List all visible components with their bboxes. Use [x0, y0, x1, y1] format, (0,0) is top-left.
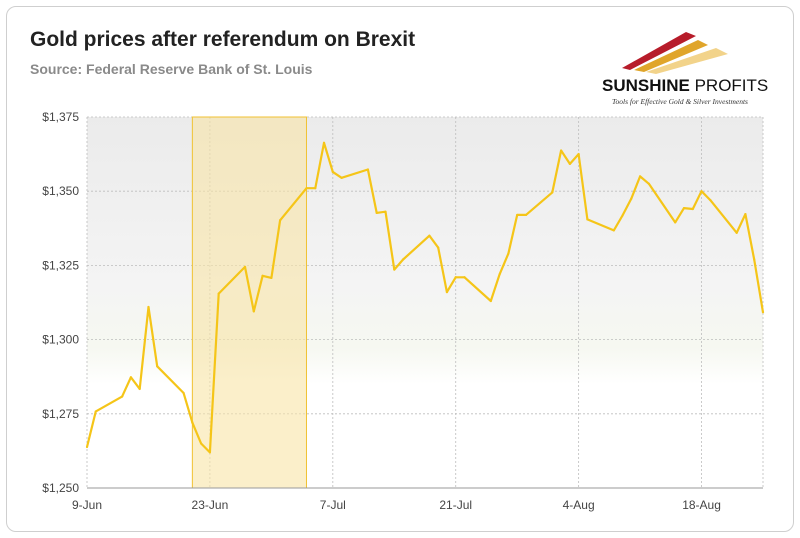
logo-name-thin: PROFITS — [689, 76, 769, 95]
data-point — [208, 451, 212, 454]
data-point — [463, 276, 466, 279]
data-point — [182, 391, 185, 395]
data-point — [691, 207, 694, 211]
x-tick-label: 18-Aug — [682, 498, 721, 512]
data-point — [454, 276, 457, 279]
data-point — [744, 212, 747, 216]
y-tick-label: $1,350 — [42, 184, 79, 198]
data-point — [305, 187, 308, 190]
data-point — [507, 252, 510, 255]
data-point — [261, 274, 264, 277]
plot-background — [87, 117, 763, 488]
logo-name-bold: SUNSHINE — [602, 76, 690, 95]
data-point — [331, 170, 334, 174]
data-point — [375, 211, 378, 214]
data-point — [735, 231, 738, 234]
data-point — [437, 246, 440, 249]
data-point — [621, 214, 624, 217]
data-point — [577, 153, 580, 156]
y-tick-label: $1,325 — [42, 258, 79, 272]
data-point — [489, 299, 492, 303]
data-point — [761, 311, 765, 314]
data-point — [340, 176, 343, 179]
y-tick-label: $1,375 — [42, 110, 79, 124]
data-point — [393, 268, 396, 271]
data-point — [428, 234, 431, 237]
data-point — [129, 376, 132, 379]
data-point — [568, 162, 571, 165]
x-tick-label: 23-Jun — [192, 498, 229, 512]
data-point — [147, 305, 150, 309]
data-point — [559, 149, 563, 152]
data-point — [94, 410, 97, 413]
data-point — [709, 199, 712, 202]
data-point — [516, 213, 519, 217]
logo-ray-light — [646, 48, 728, 74]
y-axis-labels: $1,250 $1,275 $1,300 $1,325 $1,350 $1,375 — [42, 110, 79, 495]
data-point — [200, 442, 203, 445]
data-point — [551, 191, 554, 194]
data-point — [498, 273, 501, 276]
data-point — [674, 221, 677, 224]
data-point — [401, 258, 405, 261]
data-point — [243, 265, 247, 268]
y-tick-label: $1,275 — [42, 407, 79, 421]
data-point — [700, 190, 703, 193]
data-point — [279, 219, 282, 222]
data-point — [156, 365, 159, 368]
logo-name: SUNSHINE PROFITS — [602, 76, 768, 96]
data-point — [85, 445, 89, 449]
data-point — [638, 175, 642, 178]
data-point — [314, 187, 317, 190]
logo-rays-icon — [622, 32, 728, 74]
data-point — [630, 197, 633, 200]
data-point — [682, 207, 686, 210]
referendum-highlight-region — [191, 116, 307, 489]
logo-ray-red — [622, 32, 696, 70]
data-point — [586, 218, 589, 221]
x-tick-label: 7-Jul — [320, 498, 346, 512]
data-point — [612, 229, 615, 232]
y-tick-label: $1,250 — [42, 481, 79, 495]
x-tick-label: 21-Jul — [439, 498, 472, 512]
data-point — [366, 168, 370, 171]
data-point — [270, 276, 273, 279]
data-point — [121, 395, 124, 398]
data-point — [252, 310, 255, 313]
data-point — [138, 387, 141, 390]
data-point — [322, 141, 326, 144]
chart-title: Gold prices after referendum on Brexit — [30, 28, 416, 51]
x-tick-label: 4-Aug — [563, 498, 595, 512]
gold-price-line — [85, 141, 765, 454]
x-tick-label: 9-Jun — [72, 498, 102, 512]
chart-subtitle: Source: Federal Reserve Bank of St. Loui… — [30, 61, 313, 77]
data-points — [85, 141, 765, 454]
data-point — [445, 291, 449, 294]
data-point — [217, 292, 220, 295]
data-point — [384, 210, 387, 213]
data-point — [191, 421, 194, 424]
data-point — [647, 182, 650, 185]
data-point — [753, 258, 756, 261]
logo-ray-gold — [634, 40, 708, 72]
y-tick-label: $1,300 — [42, 333, 79, 347]
logo-tagline: Tools for Effective Gold & Silver Invest… — [612, 97, 748, 106]
data-point — [524, 213, 528, 217]
sunshine-profits-logo: SUNSHINE PROFITS Tools for Effective Gol… — [600, 26, 790, 106]
x-axis-labels: 9-Jun 23-Jun 7-Jul 21-Jul 4-Aug 18-Aug — [72, 498, 721, 512]
